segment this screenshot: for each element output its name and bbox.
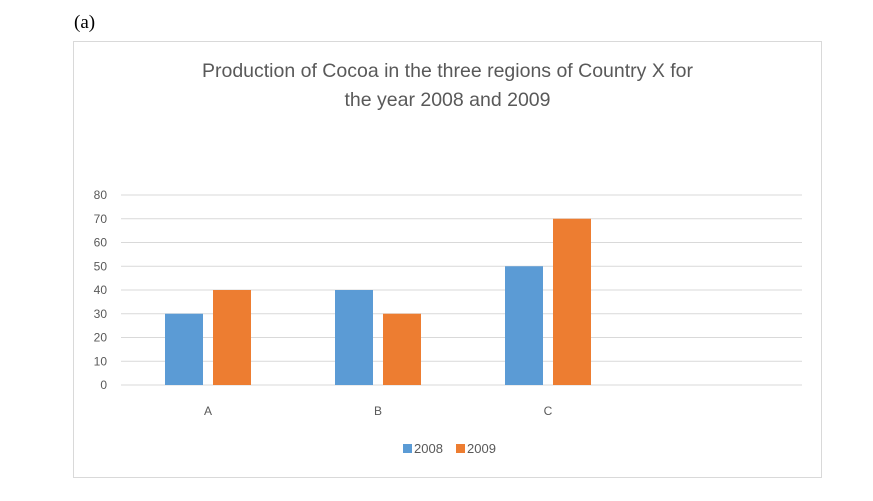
legend-swatch-2009	[456, 444, 465, 453]
y-tick-label-0: 0	[100, 378, 107, 392]
legend-label-2008: 2008	[414, 441, 443, 456]
legend-label-2009: 2009	[467, 441, 496, 456]
chart-title: Production of Cocoa in the three regions…	[73, 57, 822, 115]
y-tick-label-40: 40	[94, 283, 108, 297]
y-tick-label-70: 70	[94, 212, 108, 226]
y-tick-label-10: 10	[94, 354, 108, 368]
x-tick-label-B: B	[374, 404, 382, 418]
bar-A-2008	[165, 313, 203, 385]
bar-C-2009	[553, 218, 591, 385]
chart-title-line-2: the year 2008 and 2009	[344, 89, 551, 111]
chart-title-line-1: Production of Cocoa in the three regions…	[201, 60, 694, 82]
legend-swatch-2008	[403, 444, 412, 453]
bar-B-2009	[383, 313, 421, 385]
chart-frame	[73, 41, 822, 478]
y-tick-label-80: 80	[94, 188, 108, 202]
bar-B-2008	[335, 290, 373, 385]
bar-A-2009	[213, 290, 251, 385]
y-tick-label-30: 30	[94, 307, 108, 321]
y-tick-label-60: 60	[94, 236, 108, 250]
x-tick-label-C: C	[544, 404, 553, 418]
bar-C-2008	[505, 266, 543, 385]
x-tick-label-A: A	[204, 404, 212, 418]
panel-label: (a)	[74, 12, 96, 33]
y-tick-label-50: 50	[94, 259, 108, 273]
y-tick-label-20: 20	[94, 331, 108, 345]
